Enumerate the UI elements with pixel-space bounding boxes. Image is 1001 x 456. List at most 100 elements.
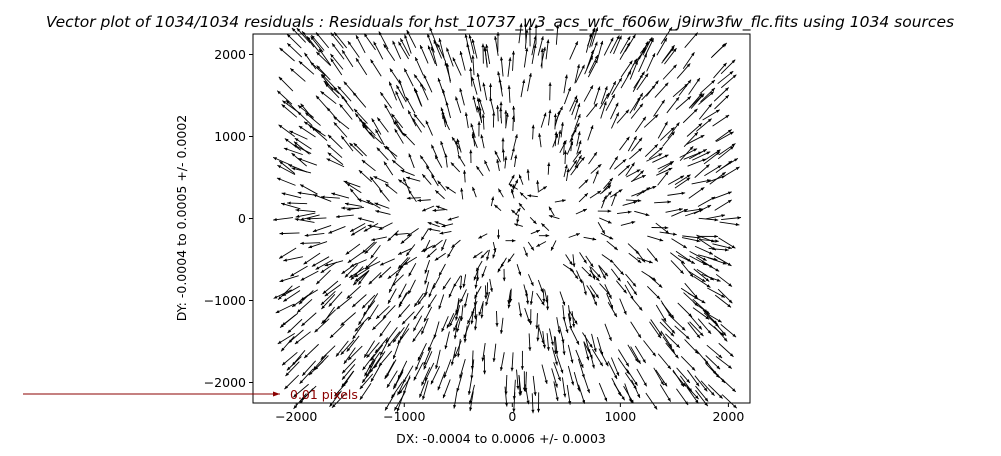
residual-vector	[646, 52, 656, 72]
residual-vector	[576, 270, 583, 284]
residual-vector	[333, 116, 350, 130]
residual-vector	[441, 239, 447, 251]
residual-vector	[600, 101, 607, 119]
residual-vector	[308, 124, 326, 137]
residual-vector	[514, 223, 523, 227]
residual-vector	[616, 109, 630, 124]
residual-vector	[583, 341, 590, 361]
residual-vector	[392, 339, 401, 360]
residual-vector	[610, 112, 620, 129]
residual-vector	[520, 350, 524, 370]
residual-vector	[591, 27, 599, 47]
residual-vector	[589, 285, 600, 299]
residual-vector	[398, 283, 407, 299]
residual-vector	[426, 33, 435, 53]
residual-vector	[571, 311, 576, 328]
residual-vector	[714, 199, 732, 211]
residual-vector	[276, 177, 296, 186]
residual-vector	[349, 188, 362, 203]
residual-vector	[616, 280, 627, 294]
residual-vector	[688, 313, 703, 330]
residual-vector	[688, 148, 707, 160]
residual-vector	[611, 192, 617, 207]
residual-vector	[297, 157, 318, 166]
residual-vector	[630, 346, 641, 365]
residual-vector	[308, 241, 328, 249]
residual-vector	[678, 79, 692, 96]
residual-vector	[341, 206, 359, 210]
residual-vector	[273, 217, 294, 222]
residual-vector	[446, 312, 455, 329]
residual-vector	[375, 305, 390, 320]
residual-vector	[649, 321, 662, 339]
residual-vector	[677, 302, 693, 318]
residual-vector	[400, 234, 413, 245]
residual-vector	[693, 268, 710, 282]
residual-vector	[447, 216, 459, 221]
residual-vector	[489, 278, 494, 293]
scale-key-label: 0.01 pixels	[290, 387, 358, 402]
residual-vector	[562, 140, 566, 156]
residual-vector	[280, 336, 295, 352]
residual-vector	[485, 291, 491, 306]
residual-vector	[683, 151, 703, 160]
residual-vector	[548, 214, 560, 220]
residual-vector	[588, 54, 599, 74]
residual-vector	[413, 113, 426, 128]
residual-vector	[344, 202, 363, 207]
residual-vector	[440, 140, 446, 156]
residual-vector	[528, 26, 532, 47]
residual-vector	[536, 293, 545, 306]
residual-vector	[306, 36, 320, 53]
residual-vector	[598, 348, 609, 367]
residual-vector	[618, 349, 630, 367]
residual-vector	[329, 390, 342, 408]
residual-vector	[395, 263, 405, 278]
residual-vector	[553, 113, 557, 130]
residual-vector	[272, 156, 292, 166]
residual-vector	[403, 256, 418, 266]
residual-vector	[672, 83, 689, 98]
residual-vector	[519, 192, 528, 200]
residual-vector	[387, 230, 399, 242]
residual-vector	[582, 280, 587, 296]
residual-vector	[340, 339, 355, 356]
residual-vector	[534, 24, 538, 45]
residual-vector	[427, 227, 441, 232]
residual-vector	[297, 191, 318, 196]
residual-vector	[398, 41, 409, 60]
residual-vector	[500, 257, 507, 268]
residual-vector	[708, 247, 729, 252]
residual-vector	[427, 222, 440, 228]
residual-vector	[587, 59, 598, 78]
residual-vector	[353, 142, 367, 157]
residual-vector	[697, 318, 712, 335]
residual-vector	[310, 34, 325, 51]
y-tick-label: 2000	[214, 47, 246, 62]
residual-vector	[370, 59, 382, 77]
residual-vector	[665, 207, 683, 213]
y-axis-ticks: −2000 −1000 0 1000 2000	[204, 47, 253, 390]
residual-vector	[597, 209, 612, 213]
residual-vector	[600, 232, 614, 240]
residual-vector	[518, 302, 523, 318]
residual-vector	[330, 32, 344, 49]
residual-vector	[494, 35, 499, 56]
residual-vector	[627, 135, 637, 152]
residual-vector	[451, 239, 461, 249]
residual-vector	[631, 170, 645, 182]
residual-vector	[598, 382, 608, 402]
residual-vector	[535, 313, 539, 330]
residual-vector	[689, 321, 704, 337]
residual-vector	[291, 167, 312, 174]
residual-vector	[696, 269, 715, 281]
residual-vector	[682, 51, 695, 69]
residual-vector	[431, 174, 439, 187]
residual-vector	[646, 248, 659, 262]
residual-vector	[345, 243, 361, 255]
residual-vector	[445, 186, 457, 194]
residual-vector	[315, 95, 330, 111]
residual-vector	[398, 292, 408, 308]
residual-vector	[720, 74, 737, 89]
residual-vector	[501, 137, 505, 152]
